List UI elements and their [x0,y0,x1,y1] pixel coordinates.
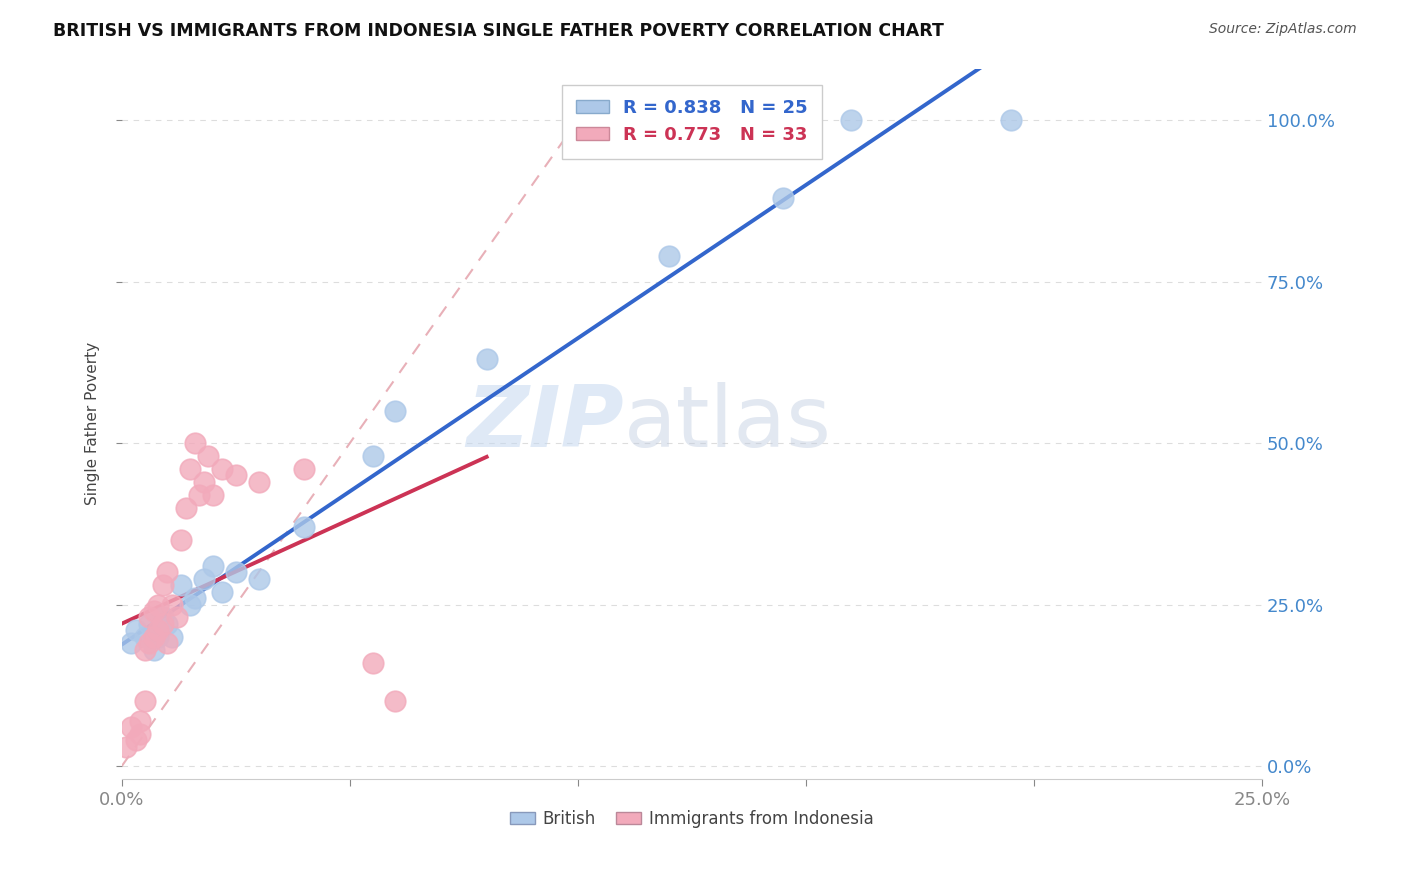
Point [152,610,174,624]
Point [134,694,156,708]
Point [142,642,165,657]
Point [384,694,406,708]
Point [292,520,315,534]
Point [138,616,160,631]
Text: ZIP: ZIP [465,382,623,466]
Point [152,616,174,631]
Point [148,624,170,638]
Point [384,404,406,418]
Text: BRITISH VS IMMIGRANTS FROM INDONESIA SINGLE FATHER POVERTY CORRELATION CHART: BRITISH VS IMMIGRANTS FROM INDONESIA SIN… [53,22,945,40]
Text: Source: ZipAtlas.com: Source: ZipAtlas.com [1209,22,1357,37]
Point [179,462,201,476]
Point [247,572,270,586]
Point [138,610,160,624]
Point [166,610,188,624]
Point [658,249,681,263]
Point [475,352,498,367]
Point [188,488,211,502]
Point [197,449,219,463]
Point [211,462,233,476]
Legend: British, Immigrants from Indonesia: British, Immigrants from Indonesia [503,803,882,835]
Point [148,630,170,644]
Point [292,462,315,476]
Point [174,500,197,515]
Point [225,468,247,483]
Point [202,488,225,502]
Point [129,714,152,728]
Point [193,475,215,489]
Point [115,739,138,754]
Point [1000,113,1022,128]
Point [156,636,179,650]
Point [841,113,863,128]
Point [225,566,247,580]
Point [129,727,152,741]
Point [361,449,384,463]
Point [184,591,207,606]
Point [120,720,142,734]
Point [361,656,384,670]
Point [152,578,174,592]
Point [124,733,146,747]
Point [156,616,179,631]
Point [247,475,270,489]
Point [124,624,146,638]
Point [179,598,201,612]
Point [170,533,193,547]
Text: atlas: atlas [623,382,831,466]
Point [193,572,215,586]
Point [142,630,165,644]
Y-axis label: Single Father Poverty: Single Father Poverty [86,343,100,505]
Point [202,558,225,573]
Point [134,642,156,657]
Point [156,566,179,580]
Point [170,578,193,592]
Point [134,630,156,644]
Point [211,584,233,599]
Point [184,436,207,450]
Point [148,598,170,612]
Point [160,630,183,644]
Point [160,598,183,612]
Point [142,604,165,618]
Point [138,636,160,650]
Point [772,191,794,205]
Point [120,636,142,650]
